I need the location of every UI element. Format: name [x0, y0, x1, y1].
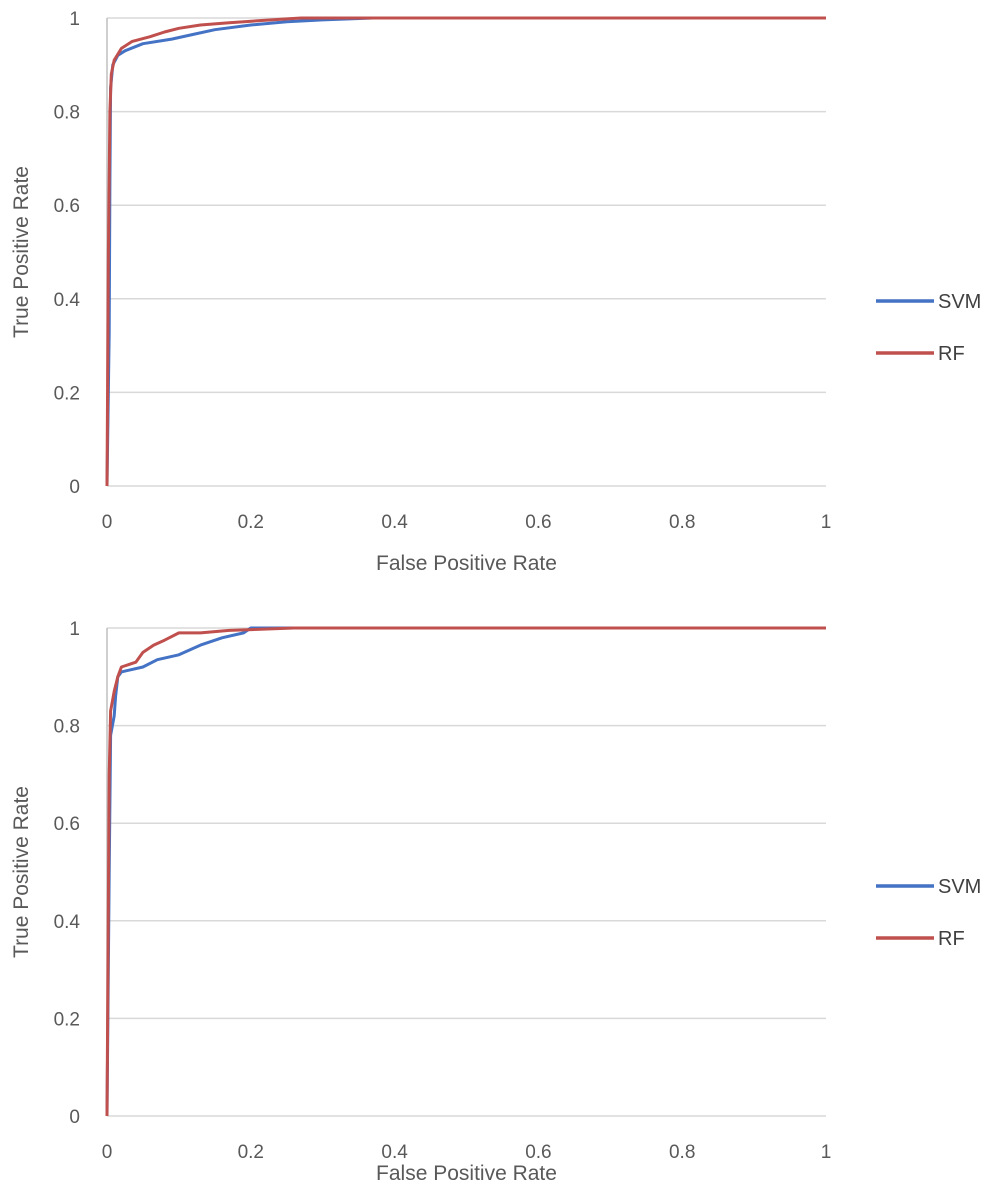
- roc-chart-top: 0 0.2 0.4 0.6 0.8 1 0 0.2 0.4 0.6 0.8 1 False Positi…: [0, 0, 991, 590]
- series-line-svm: [105, 626, 826, 1117]
- y-axis-title: True Positive Rate: [10, 166, 33, 338]
- x-axis-title: False Positive Rate: [376, 552, 557, 575]
- y-tick-label-1: 0.2: [54, 383, 80, 404]
- x-tick-label-3: 0.6: [525, 512, 551, 533]
- y-tick-label-3: 0.6: [54, 196, 80, 217]
- y-tick-label-4: 0.8: [54, 717, 80, 738]
- legend-label-svm: SVM: [938, 291, 981, 313]
- x-tick-label-3: 0.6: [525, 1142, 551, 1163]
- y-axis-title: True Positive Rate: [10, 786, 33, 958]
- y-tick-label-0: 0: [69, 477, 80, 498]
- x-tick-label-4: 0.8: [669, 1142, 695, 1163]
- series-line-rf: [105, 626, 826, 1117]
- x-tick-label-1: 0.2: [238, 1142, 264, 1163]
- x-tick-label-1: 0.2: [238, 512, 264, 533]
- x-tick-label-5: 1: [821, 512, 832, 533]
- y-tick-label-2: 0.4: [54, 290, 81, 311]
- x-tick-label-2: 0.4: [381, 1142, 408, 1163]
- x-tick-label-2: 0.4: [381, 512, 408, 533]
- x-tick-label-5: 1: [821, 1142, 832, 1163]
- roc-chart-bottom: 0 0.2 0.4 0.6 0.8 1 0 0.2 0.4 0.6 0.8 1 False Positi…: [0, 600, 991, 1184]
- series-line-rf: [105, 16, 826, 487]
- y-tick-label-2: 0.4: [54, 912, 81, 933]
- x-axis-title: False Positive Rate: [376, 1162, 557, 1184]
- y-tick-label-0: 0: [69, 1107, 80, 1128]
- legend-label-rf: RF: [938, 343, 965, 365]
- legend-label-rf: RF: [938, 928, 965, 950]
- y-tick-label-1: 0.2: [54, 1009, 80, 1030]
- roc-chart-top-svg: 0 0.2 0.4 0.6 0.8 1 0 0.2 0.4 0.6 0.8 1 False Positi…: [10, 9, 981, 575]
- x-tick-label-4: 0.8: [669, 512, 695, 533]
- y-tick-label-5: 1: [69, 9, 80, 30]
- x-tick-label-0: 0: [102, 512, 113, 533]
- y-tick-label-4: 0.8: [54, 103, 80, 124]
- y-tick-label-3: 0.6: [54, 814, 80, 835]
- y-tick-label-5: 1: [69, 619, 80, 640]
- x-tick-label-0: 0: [102, 1142, 113, 1163]
- roc-chart-bottom-svg: 0 0.2 0.4 0.6 0.8 1 0 0.2 0.4 0.6 0.8 1 False Positi…: [10, 619, 981, 1184]
- series-line-svm: [105, 16, 826, 487]
- legend-label-svm: SVM: [938, 876, 981, 898]
